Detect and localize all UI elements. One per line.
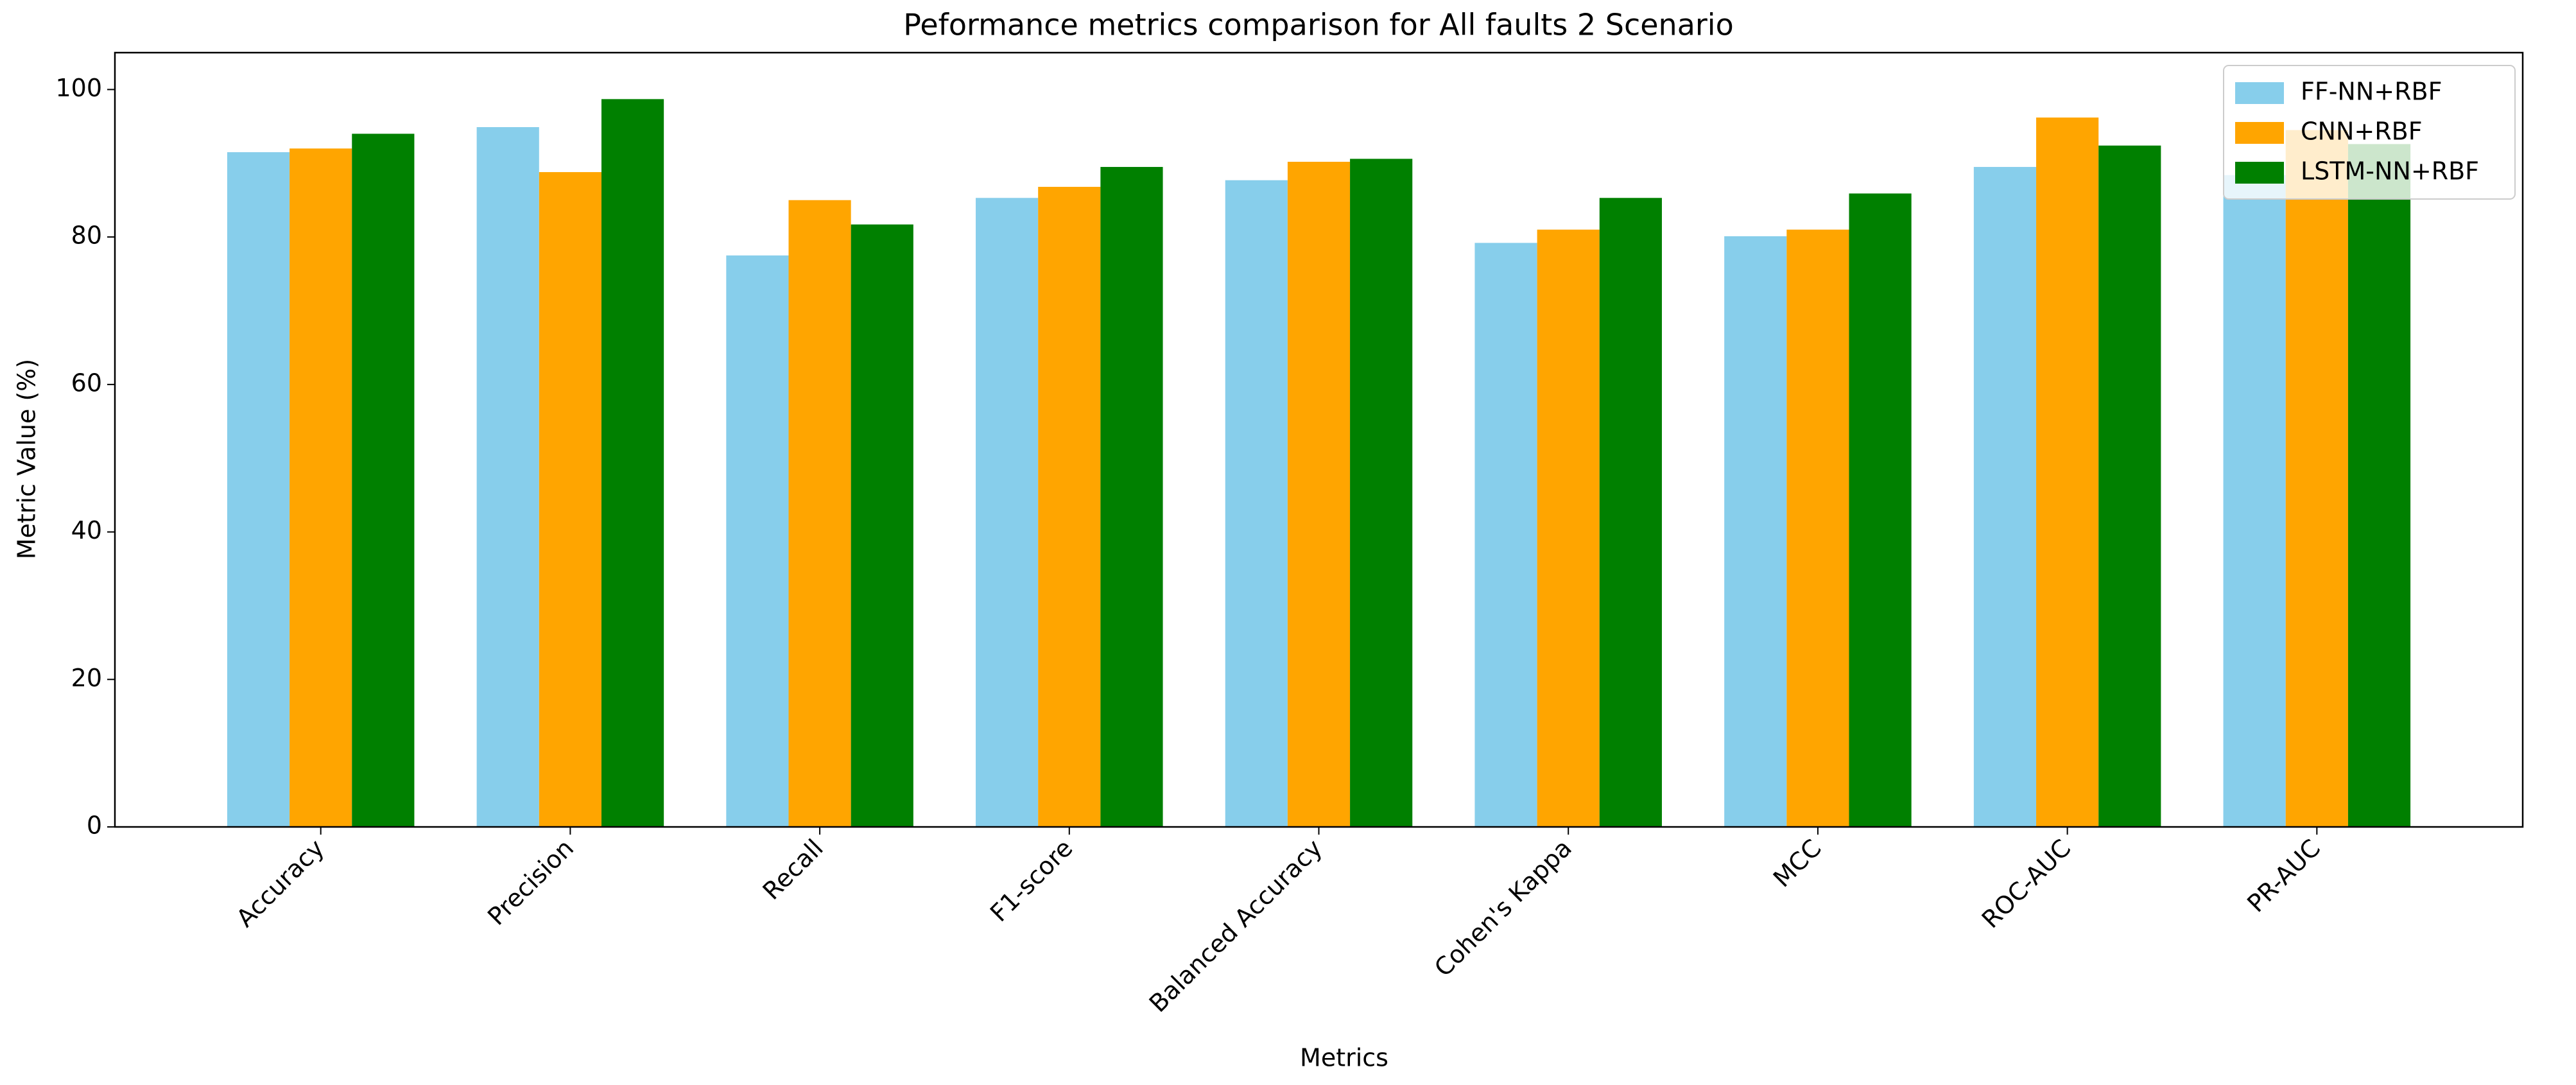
legend-swatch <box>2235 122 2284 144</box>
x-tick-label: Precision <box>482 834 579 931</box>
x-tick-label: Balanced Accuracy <box>1144 834 1328 1018</box>
bar <box>1100 167 1163 827</box>
y-tick-label: 0 <box>87 812 102 840</box>
legend-label: FF-NN+RBF <box>2301 78 2442 106</box>
bar <box>976 198 1039 828</box>
y-axis-label: Metric Value (%) <box>13 359 41 559</box>
x-tick-label: Recall <box>757 834 829 905</box>
bar <box>1225 180 1288 827</box>
bar <box>851 224 913 827</box>
bar <box>1973 167 2037 827</box>
bar <box>1599 198 1662 828</box>
bar <box>1849 193 1912 827</box>
x-tick-label: MCC <box>1768 834 1827 893</box>
bar <box>2285 130 2348 828</box>
y-tick-label: 40 <box>71 516 102 544</box>
bar <box>2347 144 2411 827</box>
x-tick-label: Accuracy <box>231 834 330 933</box>
y-tick-label: 60 <box>71 369 102 397</box>
x-tick-label: F1-score <box>985 834 1078 928</box>
bar <box>1537 229 1600 828</box>
bar <box>227 152 290 828</box>
bar <box>2098 145 2161 828</box>
x-tick-label: PR-AUC <box>2242 834 2326 918</box>
x-tick-label: Cohen's Kappa <box>1429 834 1577 982</box>
y-tick-label: 20 <box>71 664 102 692</box>
x-tick-label: ROC-AUC <box>1976 834 2077 934</box>
bar <box>1474 243 1537 827</box>
bar <box>1724 236 1787 828</box>
bar <box>1287 161 1351 828</box>
legend-label: CNN+RBF <box>2301 117 2423 146</box>
bar <box>352 134 415 827</box>
bar <box>290 148 352 827</box>
y-tick-label: 100 <box>55 74 102 102</box>
bar <box>726 255 789 827</box>
bar <box>2223 175 2286 828</box>
legend-label: LSTM-NN+RBF <box>2301 157 2479 186</box>
x-axis-label: Metrics <box>1300 1044 1388 1072</box>
legend-swatch <box>2235 82 2284 104</box>
bar <box>2036 117 2099 828</box>
legend-box <box>2223 65 2516 200</box>
bar <box>788 200 851 827</box>
bar <box>539 172 601 827</box>
chart-title: Peformance metrics comparison for All fa… <box>903 8 1733 42</box>
legend-swatch <box>2235 162 2284 184</box>
bar <box>1350 159 1413 827</box>
bar <box>476 127 539 827</box>
y-tick-label: 80 <box>71 221 102 250</box>
plot-frame <box>114 51 2524 828</box>
bar <box>601 99 664 828</box>
bar <box>1038 187 1101 827</box>
bar <box>1786 229 1849 828</box>
